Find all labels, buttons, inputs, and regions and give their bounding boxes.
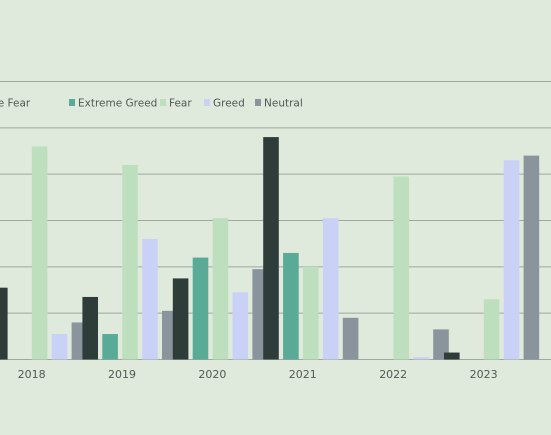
x-tick-label: 2018	[18, 368, 46, 381]
bar-greed-2018	[51, 334, 68, 360]
legend-swatch	[69, 99, 75, 106]
legend-item-extreme-fear: Extreme Fear	[0, 98, 31, 110]
legend-item-fear: Fear	[160, 98, 192, 110]
legend-item-neutral: Neutral	[255, 98, 303, 110]
legend-swatch	[204, 99, 210, 106]
bar-neutral-2021	[342, 317, 359, 360]
bar-extreme-greed-2021	[283, 252, 299, 360]
legend-label: Extreme Greed	[78, 98, 157, 110]
x-tick-label: 2022	[379, 368, 407, 381]
bar-greed-2022	[413, 357, 429, 360]
bars	[0, 137, 540, 360]
x-tick-label: 2023	[470, 368, 498, 381]
bar-fear-2020	[212, 218, 229, 360]
bar-extreme-fear-2020	[172, 278, 189, 360]
bar-greed-2021	[322, 218, 339, 360]
bar-extreme-fear-2023	[444, 352, 460, 360]
bar-extreme-fear-2019	[82, 296, 98, 360]
bar-fear-2018	[31, 146, 48, 360]
legend-label: Fear	[169, 98, 192, 110]
bar-fear-2019	[122, 164, 138, 360]
bar-extreme-fear-2018	[0, 287, 8, 360]
bar-extreme-greed-2020	[192, 257, 209, 360]
legend-swatch	[160, 99, 166, 106]
bar-fear-2021	[303, 266, 319, 360]
bar-fear-2023	[483, 299, 500, 360]
bar-extreme-greed-2019	[102, 334, 118, 360]
x-tick-label: 2020	[198, 368, 226, 381]
legend-item-greed: Greed	[204, 98, 245, 110]
x-axis-ticks: 2018201920202021202220232024	[18, 368, 498, 381]
bar-greed-2019	[142, 239, 158, 360]
bar-neutral-2023	[523, 155, 540, 360]
legend-label: Greed	[213, 98, 245, 110]
bar-neutral-2022	[433, 329, 449, 360]
legend: Extreme Fear Extreme Greed Fear Greed Neutra…	[0, 98, 303, 110]
x-tick-label: 2021	[289, 368, 317, 381]
legend-item-extreme-greed: Extreme Greed	[69, 98, 157, 110]
legend-label: Neutral	[264, 98, 303, 110]
legend-label: Extreme Fear	[0, 98, 31, 110]
bar-extreme-fear-2021	[263, 137, 279, 360]
x-tick-label: 2019	[108, 368, 136, 381]
bar-greed-2020	[232, 292, 249, 360]
bar-fear-2022	[393, 176, 409, 360]
legend-swatch	[255, 99, 261, 106]
bar-greed-2023	[503, 160, 520, 360]
